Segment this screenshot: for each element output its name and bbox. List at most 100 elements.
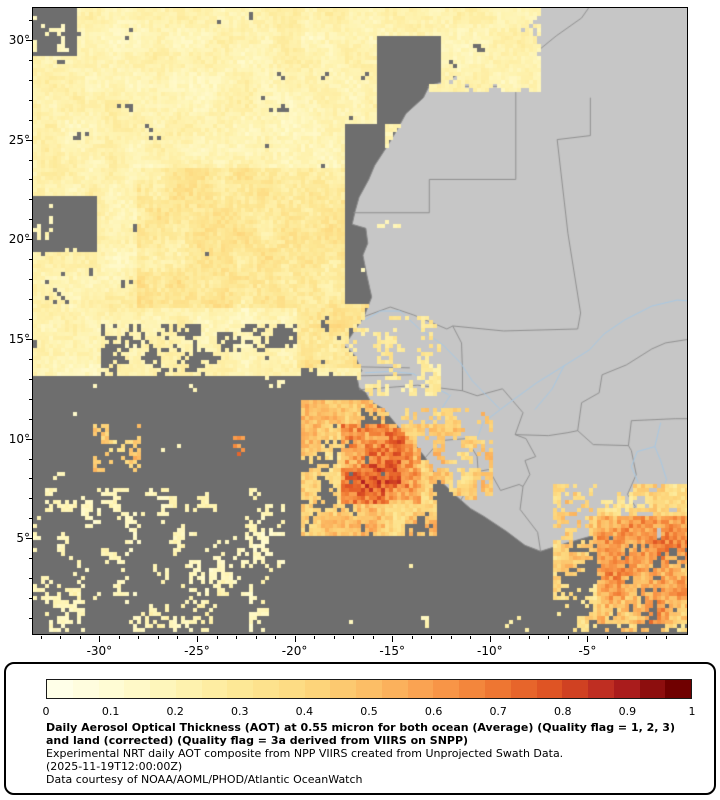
lon-minor-tick <box>157 636 159 639</box>
lon-minor-tick <box>626 636 628 639</box>
lat-minor-tick <box>29 279 32 281</box>
lat-tick-mark <box>26 338 32 340</box>
lon-minor-tick <box>450 636 452 639</box>
lon-minor-tick <box>118 636 120 639</box>
lon-tick-label: -25° <box>184 644 210 658</box>
map-frame <box>32 7 688 635</box>
lon-tick-mark <box>294 636 296 642</box>
lon-tick-mark <box>392 636 394 642</box>
lat-minor-tick <box>29 378 32 380</box>
lat-minor-tick <box>29 179 32 181</box>
lon-tick-label: -30° <box>86 644 113 658</box>
lon-minor-tick <box>79 636 81 639</box>
colorbar-segment <box>253 680 279 698</box>
lat-minor-tick <box>29 299 32 301</box>
lon-minor-tick <box>411 636 413 639</box>
colorbar-segment <box>639 680 666 698</box>
lon-minor-tick <box>177 636 179 639</box>
colorbar-segment <box>665 680 691 698</box>
lon-minor-tick <box>372 636 374 639</box>
colorbar-segment <box>381 680 408 698</box>
lon-minor-tick <box>314 636 316 639</box>
lon-tick-label: -20° <box>281 644 308 658</box>
lat-minor-tick <box>29 518 32 520</box>
caption-title: Daily Aerosol Optical Thickness (AOT) at… <box>46 721 675 747</box>
lat-minor-tick <box>29 219 32 221</box>
lat-minor-tick <box>29 159 32 161</box>
lon-tick-label: -15° <box>379 644 405 658</box>
colorbar-segment <box>124 680 151 698</box>
colorbar-segment <box>536 680 563 698</box>
lat-tick-label: 10° <box>8 431 30 446</box>
lon-minor-tick <box>275 636 277 639</box>
lat-minor-tick <box>29 99 32 101</box>
lat-minor-tick <box>29 19 32 21</box>
lon-tick-label: -10° <box>477 644 503 658</box>
colorbar-segment <box>356 680 382 698</box>
colorbar-tick-label: 0.1 <box>101 705 120 718</box>
lat-minor-tick <box>29 478 32 480</box>
lon-minor-tick <box>528 636 530 639</box>
lon-minor-tick <box>646 636 647 639</box>
colorbar-segment <box>72 680 99 698</box>
colorbar-tick-label: 0.3 <box>231 705 249 718</box>
colorbar-segment <box>433 680 460 698</box>
lat-minor-tick <box>29 458 32 460</box>
lon-minor-tick <box>216 636 218 639</box>
lat-minor-tick <box>29 59 32 61</box>
caption-subtitle: Experimental NRT daily AOT composite fro… <box>46 747 564 760</box>
colorbar-segment <box>588 680 614 698</box>
lon-minor-tick <box>333 636 335 639</box>
lat-minor-tick <box>29 398 32 400</box>
colorbar-tick-label: 0.4 <box>295 705 314 718</box>
lat-tick-label: 15° <box>8 331 30 346</box>
colorbar-segment <box>562 680 589 698</box>
caption-credit: Data courtesy of NOAA/AOML/PHOD/Atlantic… <box>46 773 363 786</box>
lon-minor-tick <box>255 636 257 639</box>
lon-tick-mark <box>196 636 198 642</box>
lon-tick-mark <box>587 636 589 642</box>
colorbar-segment <box>304 680 331 698</box>
colorbar-tick-label: 0.8 <box>554 705 572 718</box>
lat-tick-label: 20° <box>8 232 30 247</box>
lon-minor-tick <box>431 636 433 639</box>
lon-minor-tick <box>567 636 569 639</box>
lat-minor-tick <box>29 598 32 600</box>
colorbar-tick-label: 0.6 <box>424 705 443 718</box>
lon-minor-tick <box>509 636 511 639</box>
lat-tick-mark <box>26 538 32 540</box>
lon-minor-tick <box>60 636 62 639</box>
colorbar-segment <box>510 680 537 698</box>
lon-minor-tick <box>548 636 550 639</box>
colorbar-tick-label: 0.5 <box>360 705 378 718</box>
colorbar-tick-label: 0 <box>42 705 50 718</box>
colorbar-segment <box>201 680 228 698</box>
lat-minor-tick <box>29 79 32 81</box>
lon-minor-tick <box>40 636 42 639</box>
lat-minor-tick <box>29 418 32 420</box>
legend-panel: Daily Aerosol Optical Thickness (AOT) at… <box>4 662 716 795</box>
colorbar-segment <box>407 680 434 698</box>
lat-minor-tick <box>29 358 32 360</box>
lon-minor-tick <box>606 636 608 639</box>
lon-minor-tick <box>138 636 140 639</box>
colorbar-segment <box>175 680 202 698</box>
colorbar-tick-label: 0.2 <box>166 705 184 718</box>
colorbar-segment <box>330 680 357 698</box>
colorbar-segment <box>227 680 254 698</box>
lat-tick-mark <box>26 139 32 141</box>
lon-tick-mark <box>99 636 101 642</box>
lon-minor-tick <box>470 636 472 639</box>
lat-minor-tick <box>29 259 32 261</box>
lon-tick-label: -5° <box>578 644 597 658</box>
lat-minor-tick <box>29 319 32 320</box>
lon-minor-tick <box>353 636 355 639</box>
lat-tick-mark <box>26 39 32 41</box>
lon-minor-tick <box>665 636 667 639</box>
lat-tick-mark <box>26 239 32 241</box>
colorbar-segment <box>485 680 511 698</box>
lat-tick-mark <box>26 438 32 440</box>
colorbar <box>46 679 692 699</box>
colorbar-tick-label: 0.7 <box>489 705 507 718</box>
